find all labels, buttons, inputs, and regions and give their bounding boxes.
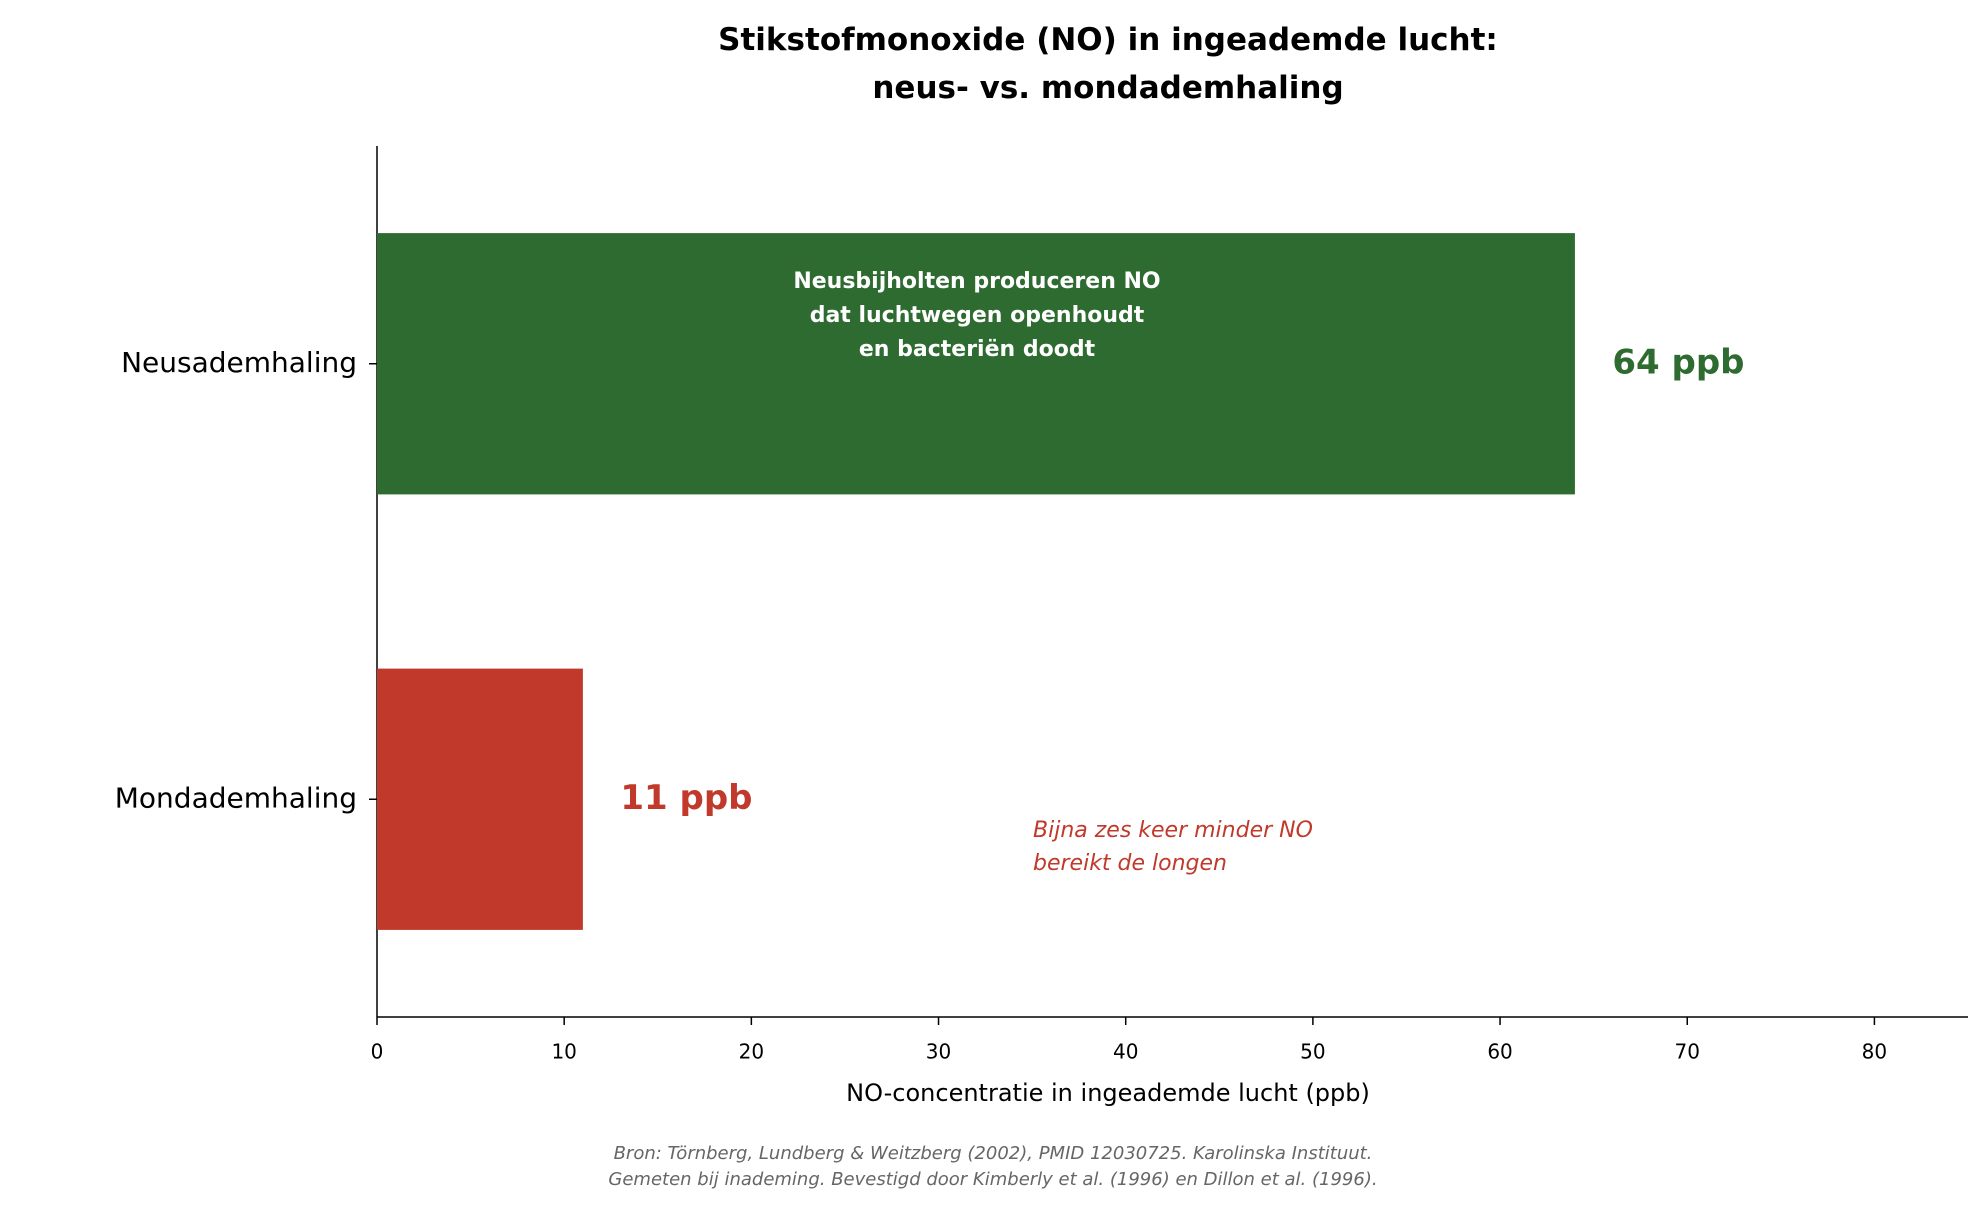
value-label: 64 ppb: [1612, 342, 1744, 382]
bar-annotation: Neusbijholten produceren NO dat luchtwege…: [793, 269, 1160, 362]
x-axis-label: NO-concentratie in ingeademde lucht (ppb…: [846, 1079, 1370, 1107]
bar: [377, 233, 1575, 495]
bar: [377, 668, 583, 930]
y-tick-label: Neusademhaling: [121, 346, 357, 379]
chart-title: Stikstofmonoxide (NO) in ingeademde luch…: [718, 22, 1498, 106]
footer: Bron: Törnberg, Lundberg & Weitzberg (20…: [608, 1143, 1377, 1190]
x-tick-label: 30: [926, 1040, 951, 1064]
comparison-annotation: Bijna zes keer minder NO bereikt de longe…: [1033, 818, 1313, 876]
value-label: 11 ppb: [620, 778, 752, 818]
y-tick-label: Mondademhaling: [115, 781, 357, 814]
x-tick-label: 0: [371, 1040, 384, 1064]
x-tick-label: 20: [739, 1040, 764, 1064]
x-tick-label: 80: [1862, 1040, 1887, 1064]
x-tick-label: 50: [1300, 1040, 1325, 1064]
x-tick-label: 60: [1487, 1040, 1512, 1064]
x-tick-label: 10: [551, 1040, 576, 1064]
x-tick-label: 70: [1675, 1040, 1700, 1064]
x-tick-label: 40: [1113, 1040, 1138, 1064]
